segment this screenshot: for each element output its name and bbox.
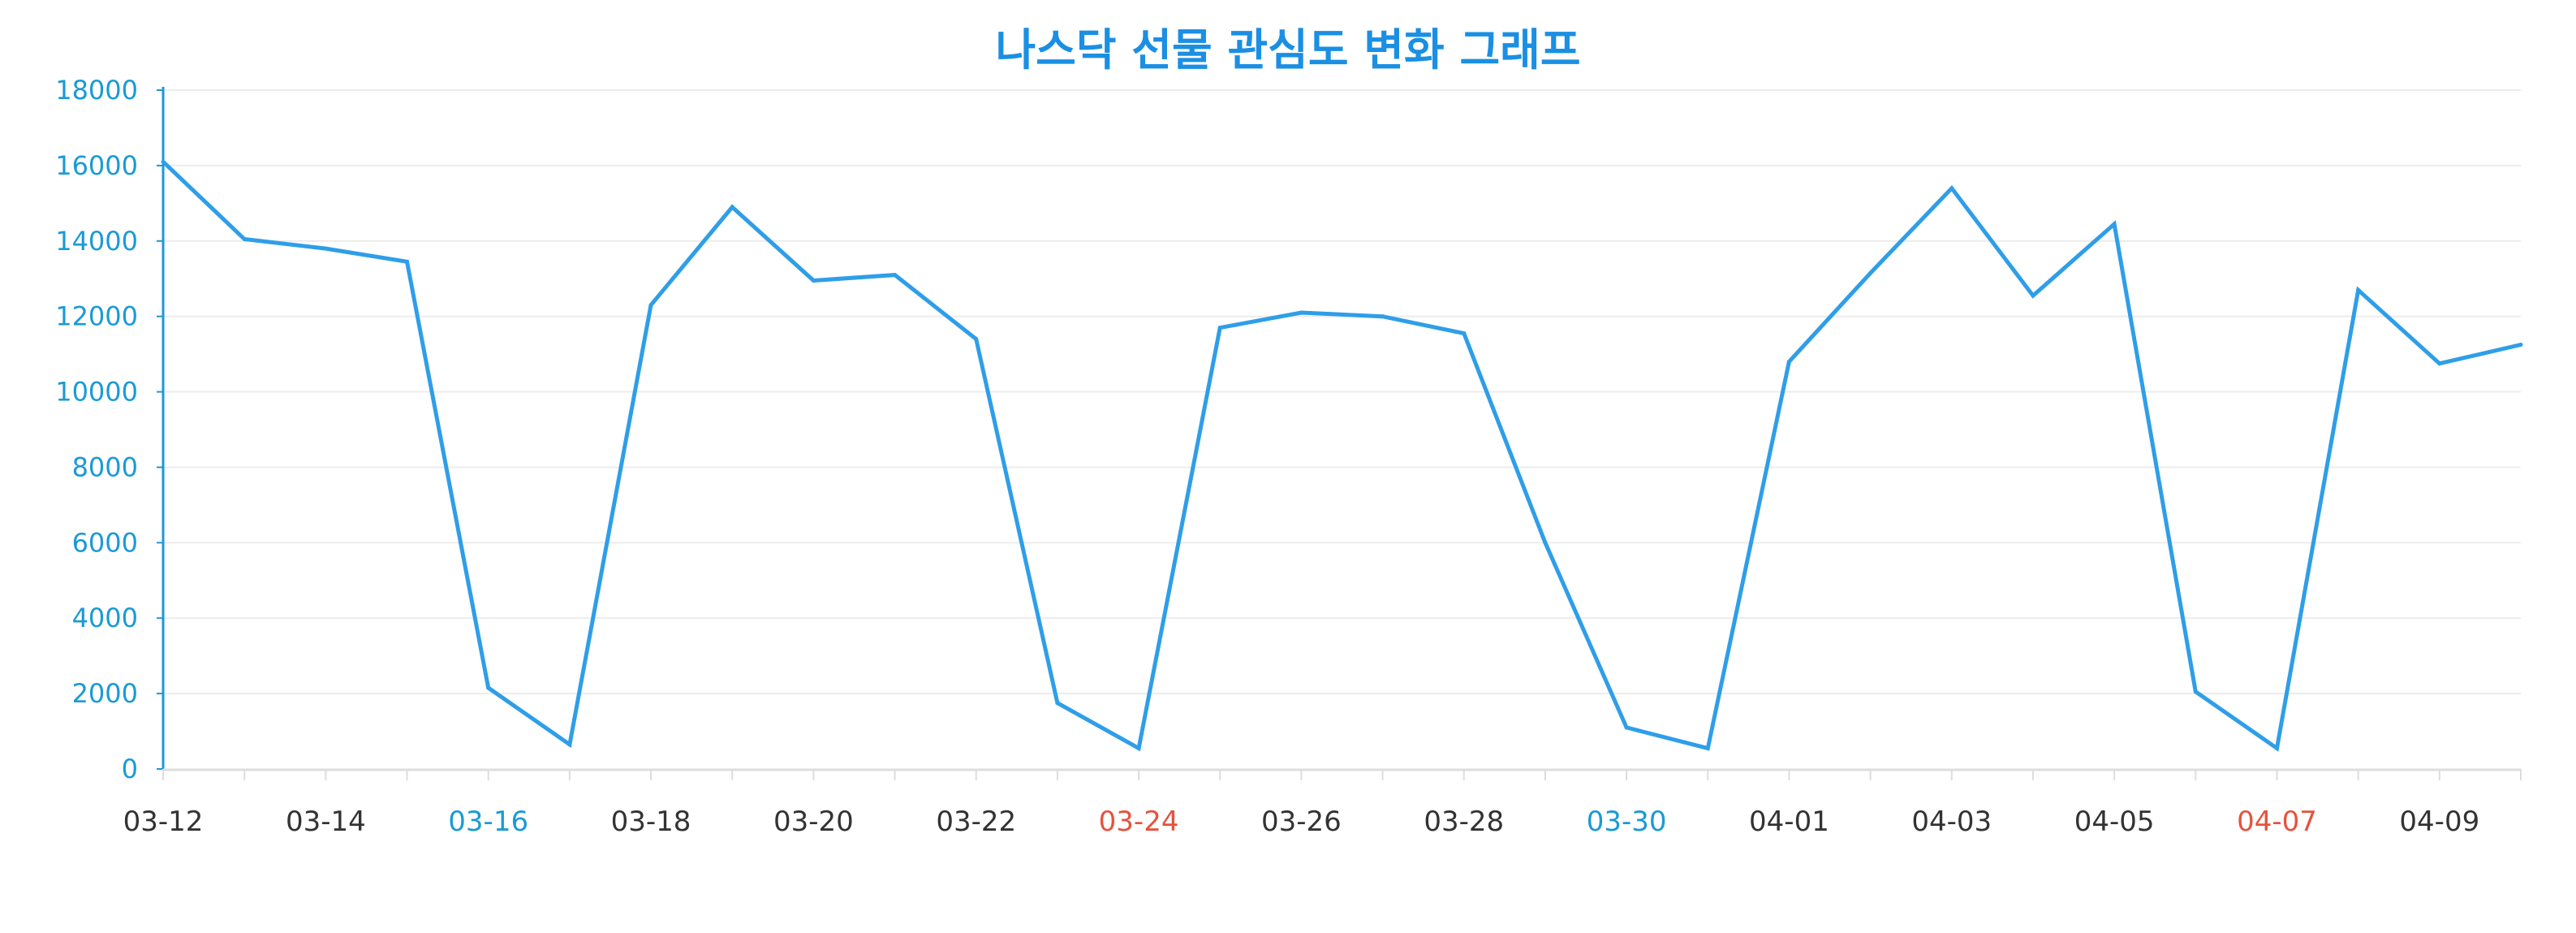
x-tick-label: 04-09 bbox=[2399, 806, 2479, 838]
x-tick-label: 03-16 bbox=[448, 806, 528, 838]
data-point bbox=[2274, 745, 2279, 750]
x-tick-label: 04-07 bbox=[2237, 806, 2317, 838]
data-point bbox=[2031, 293, 2035, 298]
data-point bbox=[1217, 326, 1222, 330]
x-tick-label: 03-26 bbox=[1261, 806, 1342, 838]
x-tick-label: 03-24 bbox=[1099, 806, 1179, 838]
series-line bbox=[162, 160, 2522, 752]
data-point bbox=[323, 246, 328, 251]
x-tick-label: 03-22 bbox=[936, 806, 1016, 838]
y-tick-label: 2000 bbox=[72, 678, 138, 709]
data-point bbox=[1299, 310, 1303, 315]
data-point bbox=[567, 742, 572, 747]
data-point bbox=[161, 159, 166, 164]
data-point bbox=[1949, 186, 1954, 191]
x-tick-label: 03-18 bbox=[611, 806, 691, 838]
x-axis: 03-12 03-14 03-16 03-18 03-20 03-22 03-24 03-26… bbox=[123, 768, 2522, 838]
data-point bbox=[2112, 222, 2117, 227]
data-point bbox=[1055, 701, 1060, 706]
data-point bbox=[2437, 361, 2442, 366]
data-point bbox=[1868, 270, 1873, 275]
data-point bbox=[1136, 745, 1141, 750]
y-tick-label: 4000 bbox=[72, 603, 138, 633]
x-tick-label: 04-05 bbox=[2074, 806, 2155, 838]
data-point bbox=[1543, 540, 1548, 545]
y-tick-label: 8000 bbox=[72, 451, 138, 482]
x-tick-label: 03-20 bbox=[773, 806, 854, 838]
data-point bbox=[974, 337, 979, 342]
grid-lines bbox=[163, 89, 2521, 695]
x-tick-label: 03-28 bbox=[1424, 806, 1504, 838]
y-tick-label: 0 bbox=[122, 754, 138, 784]
data-point bbox=[405, 259, 410, 264]
y-tick-label: 6000 bbox=[72, 527, 138, 558]
y-tick-label: 14000 bbox=[55, 226, 138, 257]
data-point bbox=[1381, 314, 1385, 319]
chart-title: 나스닥 선물 관심도 변화 그래프 bbox=[995, 24, 1580, 76]
x-tick-label: 03-14 bbox=[286, 806, 366, 838]
data-point bbox=[648, 303, 653, 308]
data-point bbox=[811, 279, 816, 283]
x-tick-label: 03-30 bbox=[1587, 806, 1667, 838]
data-point bbox=[2356, 287, 2361, 292]
series-group bbox=[161, 159, 2523, 752]
y-axis: 0 2000 4000 6000 8000 10000 12000 14000 16000 180… bbox=[55, 75, 165, 784]
data-point bbox=[893, 273, 898, 278]
x-tick-label: 04-01 bbox=[1749, 806, 1829, 838]
y-tick-label: 16000 bbox=[55, 150, 138, 181]
y-tick-label: 10000 bbox=[55, 377, 138, 408]
y-tick-label: 12000 bbox=[55, 301, 138, 332]
data-point bbox=[242, 236, 247, 241]
y-tick-label: 18000 bbox=[55, 75, 138, 106]
data-point bbox=[730, 205, 734, 209]
data-point bbox=[1786, 359, 1791, 364]
data-point bbox=[486, 685, 491, 690]
data-point bbox=[1705, 745, 1710, 750]
data-point bbox=[1462, 331, 1467, 336]
data-point bbox=[2193, 689, 2198, 694]
x-tick-label: 03-12 bbox=[123, 806, 204, 838]
data-point bbox=[2518, 343, 2523, 347]
data-point bbox=[1624, 725, 1629, 730]
x-tick-label: 04-03 bbox=[1911, 806, 1992, 838]
